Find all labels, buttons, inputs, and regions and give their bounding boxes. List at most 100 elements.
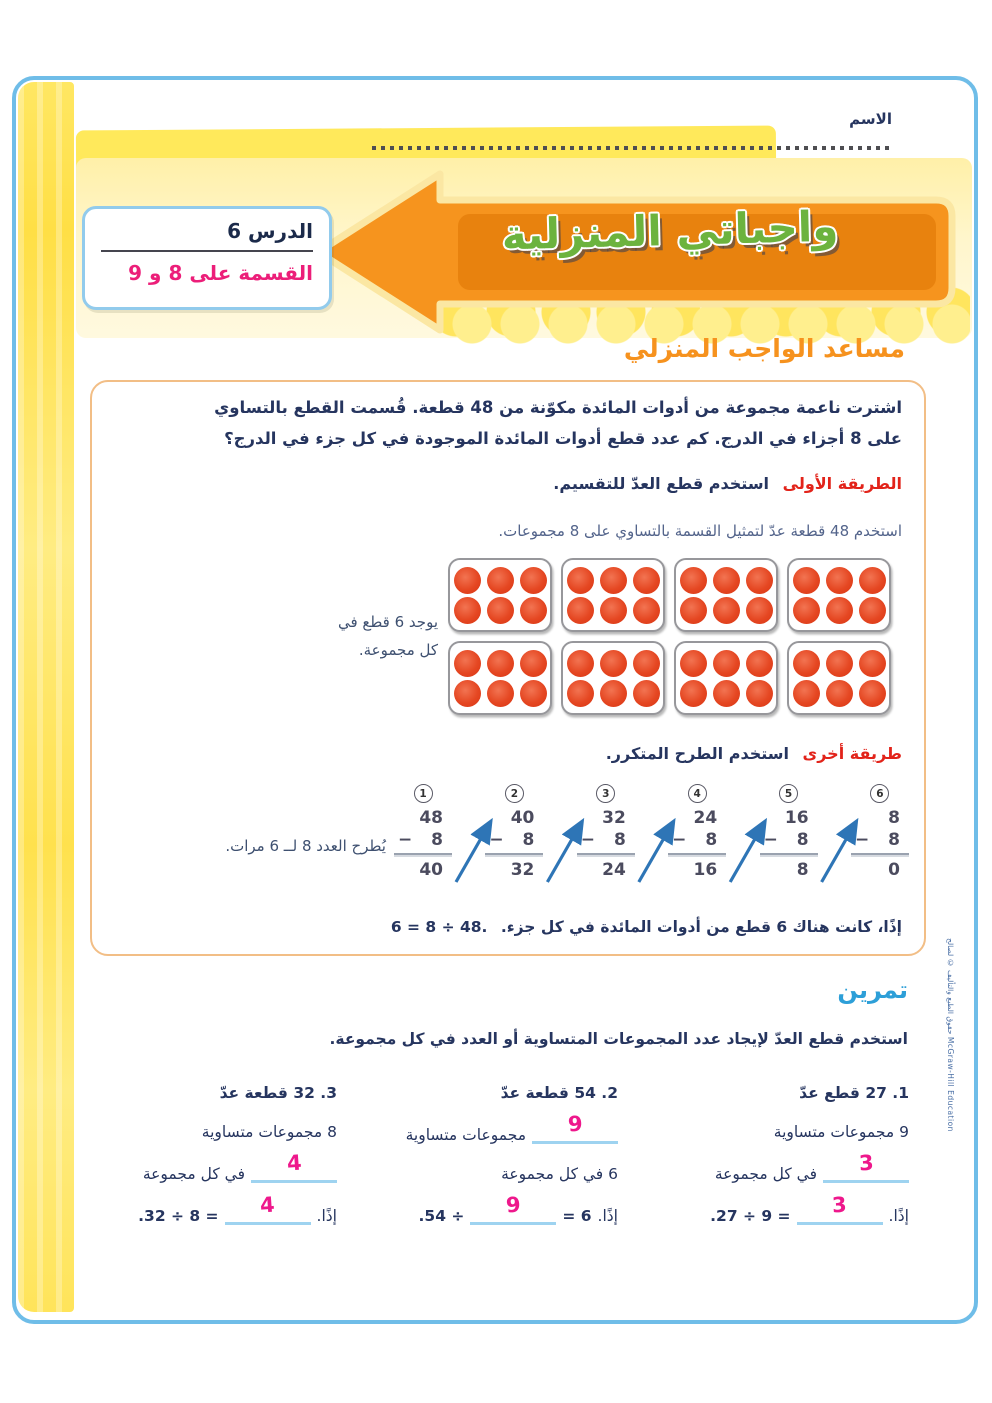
minuend: 40 xyxy=(510,808,535,828)
problem-row: إذًا. 3 .27 ÷ 9 = xyxy=(631,1192,909,1225)
page-title: واجباتي المنزلية xyxy=(501,201,839,260)
problem-number-line: 3. 32 قطعة عدّ xyxy=(219,1084,337,1102)
problem-row: 8 مجموعات متساوية xyxy=(201,1123,337,1141)
answer-value: 3 xyxy=(831,1192,848,1218)
counter-dot xyxy=(566,649,594,677)
minuend: 32 xyxy=(602,808,626,828)
step-number-circle: 2 xyxy=(504,784,524,803)
subtraction-step: 5 16−8 8 xyxy=(759,784,818,880)
equals-line xyxy=(850,853,909,855)
problem-row: 6 في كل مجموعة xyxy=(501,1165,618,1183)
answer-blank[interactable]: 4 xyxy=(224,1192,311,1225)
helper-box: اشترت ناعمة مجموعة من أدوات المائدة مكوّ… xyxy=(90,380,926,956)
answer-blank[interactable]: 4 xyxy=(251,1150,337,1183)
equation-fragment: .54 ÷ xyxy=(418,1207,465,1225)
problem-row: 9 مجموعات متساوية xyxy=(773,1123,909,1141)
counter-dot xyxy=(679,596,707,624)
practice-problems: 1. 27 قطع عدّ 9 مجموعات متساوية 3 في كل مجم… xyxy=(97,1072,909,1242)
counter-dot xyxy=(486,649,514,677)
counter-dot xyxy=(712,649,740,677)
counter-dot xyxy=(632,649,660,677)
counter-dot xyxy=(453,649,481,677)
counter-group xyxy=(448,641,552,715)
method1-row: الطريقة الأولى استخدم قطع العدّ للتقسيم. xyxy=(553,474,902,493)
counter-group xyxy=(674,641,778,715)
method2-label: طريقة أخرى xyxy=(802,744,902,763)
counter-dot xyxy=(519,566,547,594)
subtrahend: 8 xyxy=(613,830,626,850)
step-number-circle: 6 xyxy=(870,784,890,803)
subtraction-step: 3 32−8 24 xyxy=(576,784,635,880)
counters-grid xyxy=(448,558,891,715)
result: 16 xyxy=(693,860,718,880)
name-write-line[interactable] xyxy=(372,146,890,150)
answer-blank[interactable]: 9 xyxy=(470,1192,557,1225)
subtract-row: −8 xyxy=(851,830,909,852)
equation-fragment: .27 ÷ 9 = xyxy=(710,1207,791,1225)
repeated-subtraction-block: 1 48−8 40 2 40−8 32 3 32−8 24 4 24−8 16 5 16−8 8 6 8−8 0 xyxy=(394,784,909,896)
problem-row: 9 مجموعات متساوية xyxy=(350,1111,618,1144)
answer-blank[interactable]: 3 xyxy=(823,1150,909,1183)
counter-dot xyxy=(792,566,820,594)
conclusion-line: 6 = 8 ÷ 48. إذًا، كانت هناك 6 قطع من أدو… xyxy=(391,918,902,936)
conclusion-equation: 6 = 8 ÷ 48. xyxy=(390,918,488,936)
counter-group xyxy=(448,558,552,632)
equation-fragment: .32 ÷ 8 = xyxy=(138,1207,219,1225)
counter-dot xyxy=(858,596,886,624)
subtract-row: −8 xyxy=(485,830,543,852)
problem-text: في كل مجموعة xyxy=(142,1165,245,1183)
counter-dot xyxy=(599,679,627,707)
step-number-circle: 4 xyxy=(687,784,707,803)
minus-sign: − xyxy=(672,830,687,850)
problem-row: 3 في كل مجموعة xyxy=(631,1150,909,1183)
subtract-row: −8 xyxy=(577,830,635,852)
minus-sign: − xyxy=(398,830,413,850)
equation-fragment: = 6 xyxy=(562,1207,592,1225)
problem-text: مجموعات متساوية xyxy=(405,1126,526,1144)
counter-group xyxy=(787,558,891,632)
problem-row: إذًا. 4 .32 ÷ 8 = xyxy=(97,1192,337,1225)
counters-intro: استخدم 48 قطعة عدّ لتمثيل القسمة بالتساو… xyxy=(498,522,902,540)
problem-row: 4 في كل مجموعة xyxy=(97,1150,337,1183)
subtrahend: 8 xyxy=(431,830,443,850)
method1-label: الطريقة الأولى xyxy=(782,474,902,493)
equals-line xyxy=(394,853,452,855)
result: 32 xyxy=(510,860,535,880)
counter-dot xyxy=(453,566,481,594)
counter-dot xyxy=(566,596,594,624)
subtrahend: 8 xyxy=(796,830,809,850)
subtraction-step: 1 48−8 40 xyxy=(394,784,452,880)
step-number-circle: 5 xyxy=(779,784,799,803)
counter-dot xyxy=(792,649,820,677)
counter-dot xyxy=(632,566,660,594)
counter-dot xyxy=(679,649,707,677)
problem-statement-line2: على 8 أجزاء في الدرج. كم عدد قطع أدوات ا… xyxy=(224,429,902,448)
counter-dot xyxy=(858,679,886,707)
minus-sign: − xyxy=(580,830,596,850)
counter-dot xyxy=(486,679,514,707)
result: 40 xyxy=(419,860,443,880)
method2-row: طريقة أخرى استخدم الطرح المتكرر. xyxy=(606,744,902,763)
counter-dot xyxy=(486,596,514,624)
counter-dot xyxy=(632,596,660,624)
exercise-heading: تمرين xyxy=(837,976,908,1004)
equals-line xyxy=(668,853,727,855)
counter-dot xyxy=(679,566,707,594)
subtrahend: 8 xyxy=(705,830,718,850)
subtraction-step: 4 24−8 16 xyxy=(668,784,727,880)
subtract-row: −8 xyxy=(394,830,452,852)
groups-caption: يوجد 6 قطع في كل مجموعة. xyxy=(290,608,438,664)
subtraction-step: 2 40−8 32 xyxy=(485,784,544,880)
answer-blank[interactable]: 9 xyxy=(532,1111,618,1144)
counter-dot xyxy=(519,649,547,677)
problem-number-line: 1. 27 قطع عدّ xyxy=(799,1084,909,1102)
counter-dot xyxy=(519,596,547,624)
equals-line xyxy=(759,853,818,855)
answer-blank[interactable]: 3 xyxy=(796,1192,883,1225)
counter-dot xyxy=(599,566,627,594)
groups-caption-line1: يوجد 6 قطع في xyxy=(337,613,438,631)
counter-dot xyxy=(858,649,886,677)
method1-text: استخدم قطع العدّ للتقسيم. xyxy=(553,474,770,493)
yellow-scallops-light xyxy=(450,304,970,344)
minuend: 8 xyxy=(888,808,900,828)
